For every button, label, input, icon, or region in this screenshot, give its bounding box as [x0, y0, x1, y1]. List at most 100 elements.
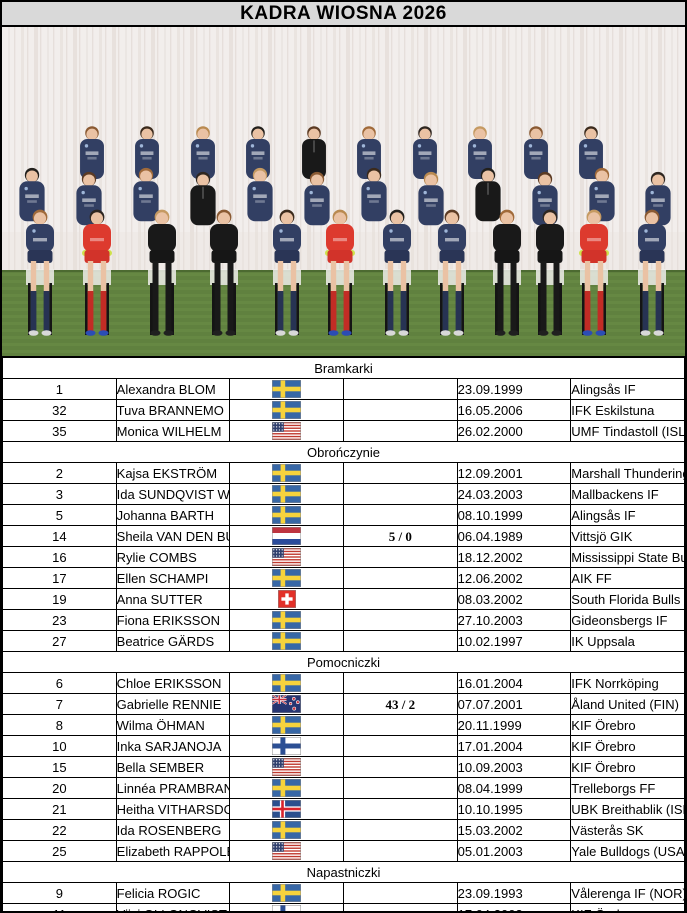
roster-table-body: Bramkarki 1 Alexandra BLOM 23.09.1999 Aling… — [2, 357, 685, 911]
flag-netherlands-icon — [229, 525, 344, 547]
player-caps — [342, 819, 458, 841]
roster-row: 7 Gabrielle RENNIE 43 / 2 07.07.2001 Åland … — [2, 693, 685, 715]
player-number: 17 — [2, 567, 117, 589]
player-name: Gabrielle RENNIE — [115, 693, 231, 715]
player-birthdate: 26.02.2000 — [456, 420, 572, 442]
player-club: Gideonsbergs IF — [570, 609, 685, 631]
player-birthdate: 05.01.2003 — [456, 840, 572, 862]
flag-sweden-icon — [229, 483, 344, 505]
player-club: Mississippi State Bulldogs (USA) — [570, 546, 685, 568]
player-number: 9 — [2, 882, 117, 904]
player-number: 11 — [2, 903, 117, 911]
roster-row: 35 Monica WILHELM 26.02.2000 UMF Tindastol… — [2, 420, 685, 442]
section-header-row: Napastniczki — [2, 861, 685, 883]
player-birthdate: 27.10.2003 — [456, 609, 572, 631]
section-header-row: Pomocniczki — [2, 651, 685, 673]
player-number: 32 — [2, 399, 117, 421]
player-name: Ida SUNDQVIST WESTERBERG — [115, 483, 231, 505]
player-name: Heitha VITHARSDOTTIR — [115, 798, 231, 820]
player-club: Marshall Thundering Herd (USA) — [570, 462, 685, 484]
player-birthdate: 07.07.2001 — [456, 693, 572, 715]
player-number: 1 — [2, 378, 117, 400]
player-name: Bella SEMBER — [115, 756, 231, 778]
player-number: 2 — [2, 462, 117, 484]
player-number: 20 — [2, 777, 117, 799]
player-name: Ellen SCHAMPI — [115, 567, 231, 589]
player-caps — [342, 483, 458, 505]
roster-row: 25 Elizabeth RAPPOLE 05.01.2003 Yale Bulld… — [2, 840, 685, 862]
player-name: Viivi OLLONQVIST — [115, 903, 231, 911]
roster-row: 9 Felicia ROGIC 23.09.1993 Vålerenga IF (N… — [2, 882, 685, 904]
player-club: Alingsås IF — [570, 378, 685, 400]
section-header: Obrończynie — [2, 441, 685, 463]
player-name: Beatrice GÄRDS — [115, 630, 231, 652]
flag-sweden-icon — [229, 567, 344, 589]
roster-row: 1 Alexandra BLOM 23.09.1999 Alingsås IF — [2, 378, 685, 400]
flag-usa-icon — [229, 546, 344, 568]
player-caps — [342, 588, 458, 610]
player-number: 35 — [2, 420, 117, 442]
player-caps: 43 / 2 — [342, 693, 458, 715]
player-caps — [342, 378, 458, 400]
player-birthdate: 06.04.1989 — [456, 525, 572, 547]
player-club: Vålerenga IF (NOR) — [570, 882, 685, 904]
player-name: Monica WILHELM — [115, 420, 231, 442]
flag-sweden-icon — [229, 882, 344, 904]
flag-sweden-icon — [229, 819, 344, 841]
player-name: Linnéa PRAMBRANT — [115, 777, 231, 799]
player-club: IFK Norrköping — [570, 672, 685, 694]
player-club: Västerås SK — [570, 819, 685, 841]
player-name: Chloe ERIKSSON — [115, 672, 231, 694]
flag-sweden-icon — [229, 714, 344, 736]
player-club: South Florida Bulls (USA) — [570, 588, 685, 610]
player-club: IFK Eskilstuna — [570, 399, 685, 421]
player-birthdate: 24.03.2003 — [456, 483, 572, 505]
flag-sweden-icon — [229, 504, 344, 526]
player-club: Vittsjö GIK — [570, 525, 685, 547]
player-number: 19 — [2, 588, 117, 610]
flag-usa-icon — [229, 420, 344, 442]
player-caps — [342, 672, 458, 694]
player-birthdate: 17.04.2003 — [456, 903, 572, 911]
player-caps — [342, 903, 458, 911]
player-number: 22 — [2, 819, 117, 841]
player-caps — [342, 567, 458, 589]
player-number: 10 — [2, 735, 117, 757]
flag-iceland-icon — [229, 798, 344, 820]
player-birthdate: 10.10.1995 — [456, 798, 572, 820]
player-name: Rylie COMBS — [115, 546, 231, 568]
player-birthdate: 23.09.1993 — [456, 882, 572, 904]
player-caps — [342, 399, 458, 421]
player-club: UBK Breithablik (ISL) — [570, 798, 685, 820]
player-club: KIF Örebro — [570, 756, 685, 778]
roster-row: 32 Tuva BRANNEMO 16.05.2006 IFK Eskilstuna — [2, 399, 685, 421]
player-birthdate: 10.02.1997 — [456, 630, 572, 652]
roster-table: Bramkarki 1 Alexandra BLOM 23.09.1999 Aling… — [2, 357, 685, 911]
flag-switzerland-icon — [229, 588, 344, 610]
player-caps — [342, 420, 458, 442]
player-name: Anna SUTTER — [115, 588, 231, 610]
player-club: Alingsås IF — [570, 504, 685, 526]
player-club: Åland United (FIN) — [570, 693, 685, 715]
flag-sweden-icon — [229, 609, 344, 631]
roster-row: 23 Fiona ERIKSSON 27.10.2003 Gideonsbergs … — [2, 609, 685, 631]
player-name: Ida ROSENBERG — [115, 819, 231, 841]
player-number: 21 — [2, 798, 117, 820]
player-birthdate: 23.09.1999 — [456, 378, 572, 400]
player-caps: 5 / 0 — [342, 525, 458, 547]
roster-row: 6 Chloe ERIKSSON 16.01.2004 IFK Norrköping — [2, 672, 685, 694]
roster-row: 27 Beatrice GÄRDS 10.02.1997 IK Uppsala — [2, 630, 685, 652]
player-birthdate: 10.09.2003 — [456, 756, 572, 778]
player-name: Fiona ERIKSSON — [115, 609, 231, 631]
player-number: 23 — [2, 609, 117, 631]
roster-row: 8 Wilma ÖHMAN 20.11.1999 KIF Örebro — [2, 714, 685, 736]
flag-sweden-icon — [229, 399, 344, 421]
player-birthdate: 08.10.1999 — [456, 504, 572, 526]
player-caps — [342, 609, 458, 631]
flag-finland-icon — [229, 903, 344, 911]
flag-sweden-icon — [229, 672, 344, 694]
player-club: KIF Örebro — [570, 714, 685, 736]
player-name: Tuva BRANNEMO — [115, 399, 231, 421]
